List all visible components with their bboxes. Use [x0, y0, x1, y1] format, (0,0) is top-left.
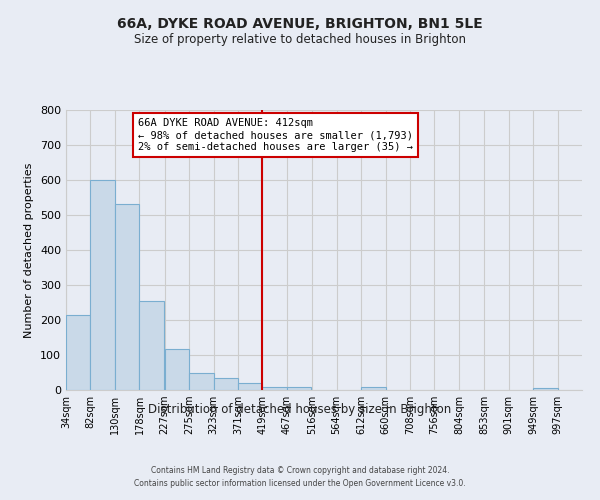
Bar	[164, 349, 189, 390]
Text: Contains HM Land Registry data © Crown copyright and database right 2024.
Contai: Contains HM Land Registry data © Crown c…	[134, 466, 466, 487]
Bar	[189, 372, 214, 390]
Bar	[115, 204, 139, 390]
Bar	[66, 315, 91, 390]
Bar	[214, 378, 238, 390]
Bar	[238, 383, 262, 390]
Text: 66A, DYKE ROAD AVENUE, BRIGHTON, BN1 5LE: 66A, DYKE ROAD AVENUE, BRIGHTON, BN1 5LE	[117, 18, 483, 32]
Text: 66A DYKE ROAD AVENUE: 412sqm
← 98% of detached houses are smaller (1,793)
2% of : 66A DYKE ROAD AVENUE: 412sqm ← 98% of de…	[138, 118, 413, 152]
Text: Distribution of detached houses by size in Brighton: Distribution of detached houses by size …	[148, 402, 452, 415]
Bar	[91, 180, 115, 390]
Y-axis label: Number of detached properties: Number of detached properties	[25, 162, 34, 338]
Bar	[361, 387, 386, 390]
Bar	[533, 388, 557, 390]
Bar	[262, 386, 287, 390]
Text: Size of property relative to detached houses in Brighton: Size of property relative to detached ho…	[134, 32, 466, 46]
Bar	[287, 387, 311, 390]
Bar	[139, 300, 164, 390]
